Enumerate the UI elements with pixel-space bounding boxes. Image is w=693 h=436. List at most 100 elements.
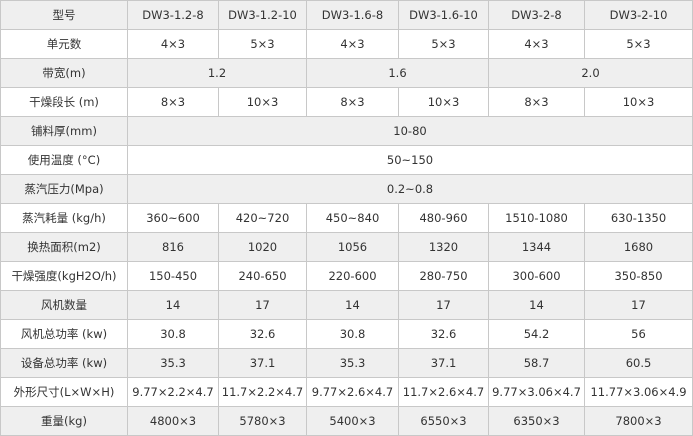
cell: 1680 <box>584 232 693 262</box>
cell: DW3-1.2-10 <box>218 0 307 30</box>
cell: 10×3 <box>584 87 693 117</box>
cell: 32.6 <box>398 319 489 349</box>
row-label: 单元数 <box>0 29 128 59</box>
cell: 0.2~0.8 <box>127 174 693 204</box>
cell: 14 <box>488 290 585 320</box>
cell: 1020 <box>218 232 307 262</box>
cell: 450~840 <box>306 203 399 233</box>
cell: 1344 <box>488 232 585 262</box>
cell: 5780×3 <box>218 406 307 436</box>
cell: 30.8 <box>127 319 219 349</box>
cell: 1.6 <box>306 58 489 88</box>
cell: 480-960 <box>398 203 489 233</box>
cell: 37.1 <box>398 348 489 378</box>
cell: 17 <box>398 290 489 320</box>
row-label: 外形尺寸(L×W×H) <box>0 377 128 407</box>
cell: 4×3 <box>306 29 399 59</box>
cell: 630-1350 <box>584 203 693 233</box>
table-row: 干燥强度(kgH2O/h) 150-450 240-650 220-600 280-75… <box>0 261 693 291</box>
cell: DW3-2-8 <box>488 0 585 30</box>
cell: 11.7×2.2×4.7 <box>218 377 307 407</box>
cell: 300-600 <box>488 261 585 291</box>
row-label: 风机数量 <box>0 290 128 320</box>
row-label: 设备总功率 (kw) <box>0 348 128 378</box>
table-row: 重量(kg) 4800×3 5780×3 5400×3 6550×3 6350×3 7800… <box>0 406 693 436</box>
row-label: 型号 <box>0 0 128 30</box>
cell: DW3-1.6-8 <box>306 0 399 30</box>
cell: 1510-1080 <box>488 203 585 233</box>
row-label: 干燥段长 (m) <box>0 87 128 117</box>
row-label: 蒸汽压力(Mpa) <box>0 174 128 204</box>
cell: 10×3 <box>218 87 307 117</box>
row-label: 使用温度 (°C) <box>0 145 128 175</box>
cell: 8×3 <box>488 87 585 117</box>
row-label: 换热面积(m2) <box>0 232 128 262</box>
row-label: 带宽(m) <box>0 58 128 88</box>
cell: 37.1 <box>218 348 307 378</box>
cell: DW3-1.2-8 <box>127 0 219 30</box>
cell: 1320 <box>398 232 489 262</box>
cell: 11.7×2.6×4.7 <box>398 377 489 407</box>
cell: 10-80 <box>127 116 693 146</box>
cell: 5×3 <box>584 29 693 59</box>
cell: 1.2 <box>127 58 307 88</box>
cell: 5400×3 <box>306 406 399 436</box>
row-label: 重量(kg) <box>0 406 128 436</box>
cell: 54.2 <box>488 319 585 349</box>
cell: 350-850 <box>584 261 693 291</box>
cell: 60.5 <box>584 348 693 378</box>
cell: 4×3 <box>488 29 585 59</box>
cell: 4800×3 <box>127 406 219 436</box>
cell: 58.7 <box>488 348 585 378</box>
cell: 35.3 <box>306 348 399 378</box>
table-row: 风机总功率 (kw) 30.8 32.6 30.8 32.6 54.2 56 <box>0 319 693 349</box>
table-row: 外形尺寸(L×W×H) 9.77×2.2×4.7 11.7×2.2×4.7 9.77×… <box>0 377 693 407</box>
table-row: 带宽(m) 1.2 1.6 2.0 <box>0 58 693 88</box>
table-row: 设备总功率 (kw) 35.3 37.1 35.3 37.1 58.7 60.5 <box>0 348 693 378</box>
table-row: 干燥段长 (m) 8×3 10×3 8×3 10×3 8×3 10×3 <box>0 87 693 117</box>
table-row: 单元数 4×3 5×3 4×3 5×3 4×3 5×3 <box>0 29 693 59</box>
table-row: 换热面积(m2) 816 1020 1056 1320 1344 1680 <box>0 232 693 262</box>
cell: 6350×3 <box>488 406 585 436</box>
row-label: 干燥强度(kgH2O/h) <box>0 261 128 291</box>
table-row: 使用温度 (°C) 50~150 <box>0 145 693 175</box>
cell: 6550×3 <box>398 406 489 436</box>
cell: 2.0 <box>488 58 693 88</box>
cell: 220-600 <box>306 261 399 291</box>
cell: 360~600 <box>127 203 219 233</box>
cell: 8×3 <box>306 87 399 117</box>
cell: 9.77×2.2×4.7 <box>127 377 219 407</box>
cell: 35.3 <box>127 348 219 378</box>
cell: 14 <box>306 290 399 320</box>
cell: 7800×3 <box>584 406 693 436</box>
table-row: 蒸汽耗量 (kg/h) 360~600 420~720 450~840 480-960 1… <box>0 203 693 233</box>
cell: 4×3 <box>127 29 219 59</box>
cell: 17 <box>218 290 307 320</box>
cell: 5×3 <box>218 29 307 59</box>
table-row: 风机数量 14 17 14 17 14 17 <box>0 290 693 320</box>
cell: 5×3 <box>398 29 489 59</box>
cell: 8×3 <box>127 87 219 117</box>
cell: 14 <box>127 290 219 320</box>
cell: 10×3 <box>398 87 489 117</box>
cell: 240-650 <box>218 261 307 291</box>
table-row: 蒸汽压力(Mpa) 0.2~0.8 <box>0 174 693 204</box>
row-label: 铺料厚(mm) <box>0 116 128 146</box>
cell: 9.77×3.06×4.7 <box>488 377 585 407</box>
cell: 1056 <box>306 232 399 262</box>
cell: 816 <box>127 232 219 262</box>
cell: 11.77×3.06×4.9 <box>584 377 693 407</box>
row-label: 风机总功率 (kw) <box>0 319 128 349</box>
cell: 9.77×2.6×4.7 <box>306 377 399 407</box>
cell: DW3-2-10 <box>584 0 693 30</box>
cell: 150-450 <box>127 261 219 291</box>
table-row: 型号 DW3-1.2-8 DW3-1.2-10 DW3-1.6-8 DW3-1.6-10… <box>0 0 693 30</box>
cell: 280-750 <box>398 261 489 291</box>
cell: 56 <box>584 319 693 349</box>
row-label: 蒸汽耗量 (kg/h) <box>0 203 128 233</box>
table-row: 铺料厚(mm) 10-80 <box>0 116 693 146</box>
cell: DW3-1.6-10 <box>398 0 489 30</box>
